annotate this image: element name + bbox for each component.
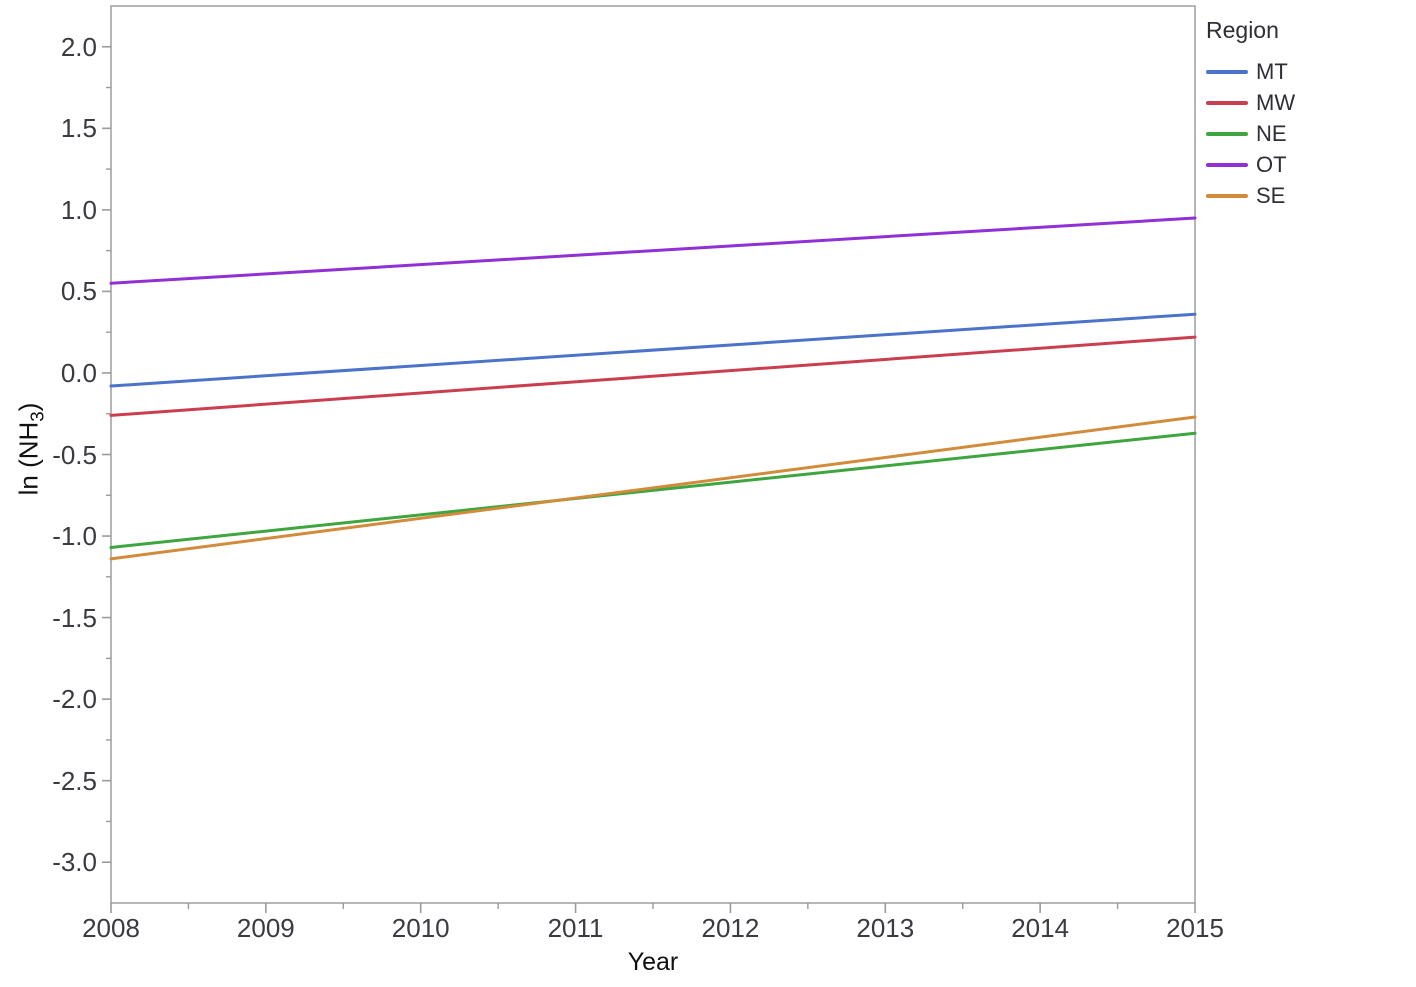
y-tick-label: -1.5 bbox=[52, 602, 97, 633]
y-axis-title-text: ln (NH bbox=[13, 421, 44, 496]
legend: Region MT MW NE OT SE bbox=[1206, 16, 1295, 211]
plot-frame bbox=[110, 5, 1196, 904]
y-axis-title: ln (NH3) bbox=[13, 403, 48, 496]
x-axis-title: Year bbox=[627, 948, 679, 976]
legend-entry-OT: OT bbox=[1206, 149, 1295, 180]
y-tick-label: -3.0 bbox=[52, 847, 97, 878]
legend-line-icon bbox=[1206, 131, 1248, 136]
legend-label: NE bbox=[1256, 120, 1287, 146]
series-line-NE bbox=[109, 431, 1197, 549]
series-line-MT bbox=[109, 312, 1197, 388]
x-tick-label: 2013 bbox=[856, 913, 915, 943]
legend-label: SE bbox=[1256, 182, 1286, 208]
x-tick-label: 2009 bbox=[236, 913, 295, 943]
y-tick-label: -2.5 bbox=[52, 765, 97, 796]
x-tick-label: 2012 bbox=[701, 913, 760, 943]
y-tick-label: 1.5 bbox=[60, 113, 97, 144]
legend-label: MT bbox=[1256, 58, 1288, 84]
legend-line-icon bbox=[1206, 193, 1248, 198]
x-tick-label: 2014 bbox=[1011, 913, 1070, 943]
legend-line-icon bbox=[1206, 69, 1248, 74]
legend-title: Region bbox=[1206, 17, 1279, 43]
legend-entry-SE: SE bbox=[1206, 180, 1295, 211]
legend-label: OT bbox=[1256, 151, 1287, 177]
legend-entry-MW: MW bbox=[1206, 87, 1295, 118]
legend-entries: MT MW NE OT SE bbox=[1206, 56, 1295, 211]
y-axis-title-suffix: ) bbox=[13, 402, 44, 412]
y-tick-label: -1.0 bbox=[52, 521, 97, 552]
y-tick-label: 0.5 bbox=[60, 276, 97, 307]
y-tick-label: 1.0 bbox=[60, 194, 97, 225]
series-line-MW bbox=[109, 335, 1197, 417]
y-axis-title-subscript: 3 bbox=[26, 411, 48, 422]
y-tick-label: -0.5 bbox=[52, 439, 97, 470]
y-tick-label: 2.0 bbox=[60, 31, 97, 62]
x-tick-label: 2010 bbox=[391, 913, 450, 943]
x-tick-label: 2015 bbox=[1166, 913, 1224, 943]
y-tick-label: 0.0 bbox=[60, 357, 97, 388]
series-line-OT bbox=[109, 216, 1197, 285]
legend-line-icon bbox=[1206, 100, 1248, 105]
legend-label: MW bbox=[1256, 89, 1296, 115]
legend-entry-NE: NE bbox=[1206, 118, 1295, 149]
y-tick-label: -2.0 bbox=[52, 684, 97, 715]
x-tick-label: 2008 bbox=[82, 913, 140, 943]
x-tick-label: 2011 bbox=[547, 913, 604, 943]
series-line-SE bbox=[109, 415, 1197, 561]
legend-line-icon bbox=[1206, 162, 1248, 167]
legend-entry-MT: MT bbox=[1206, 56, 1295, 87]
